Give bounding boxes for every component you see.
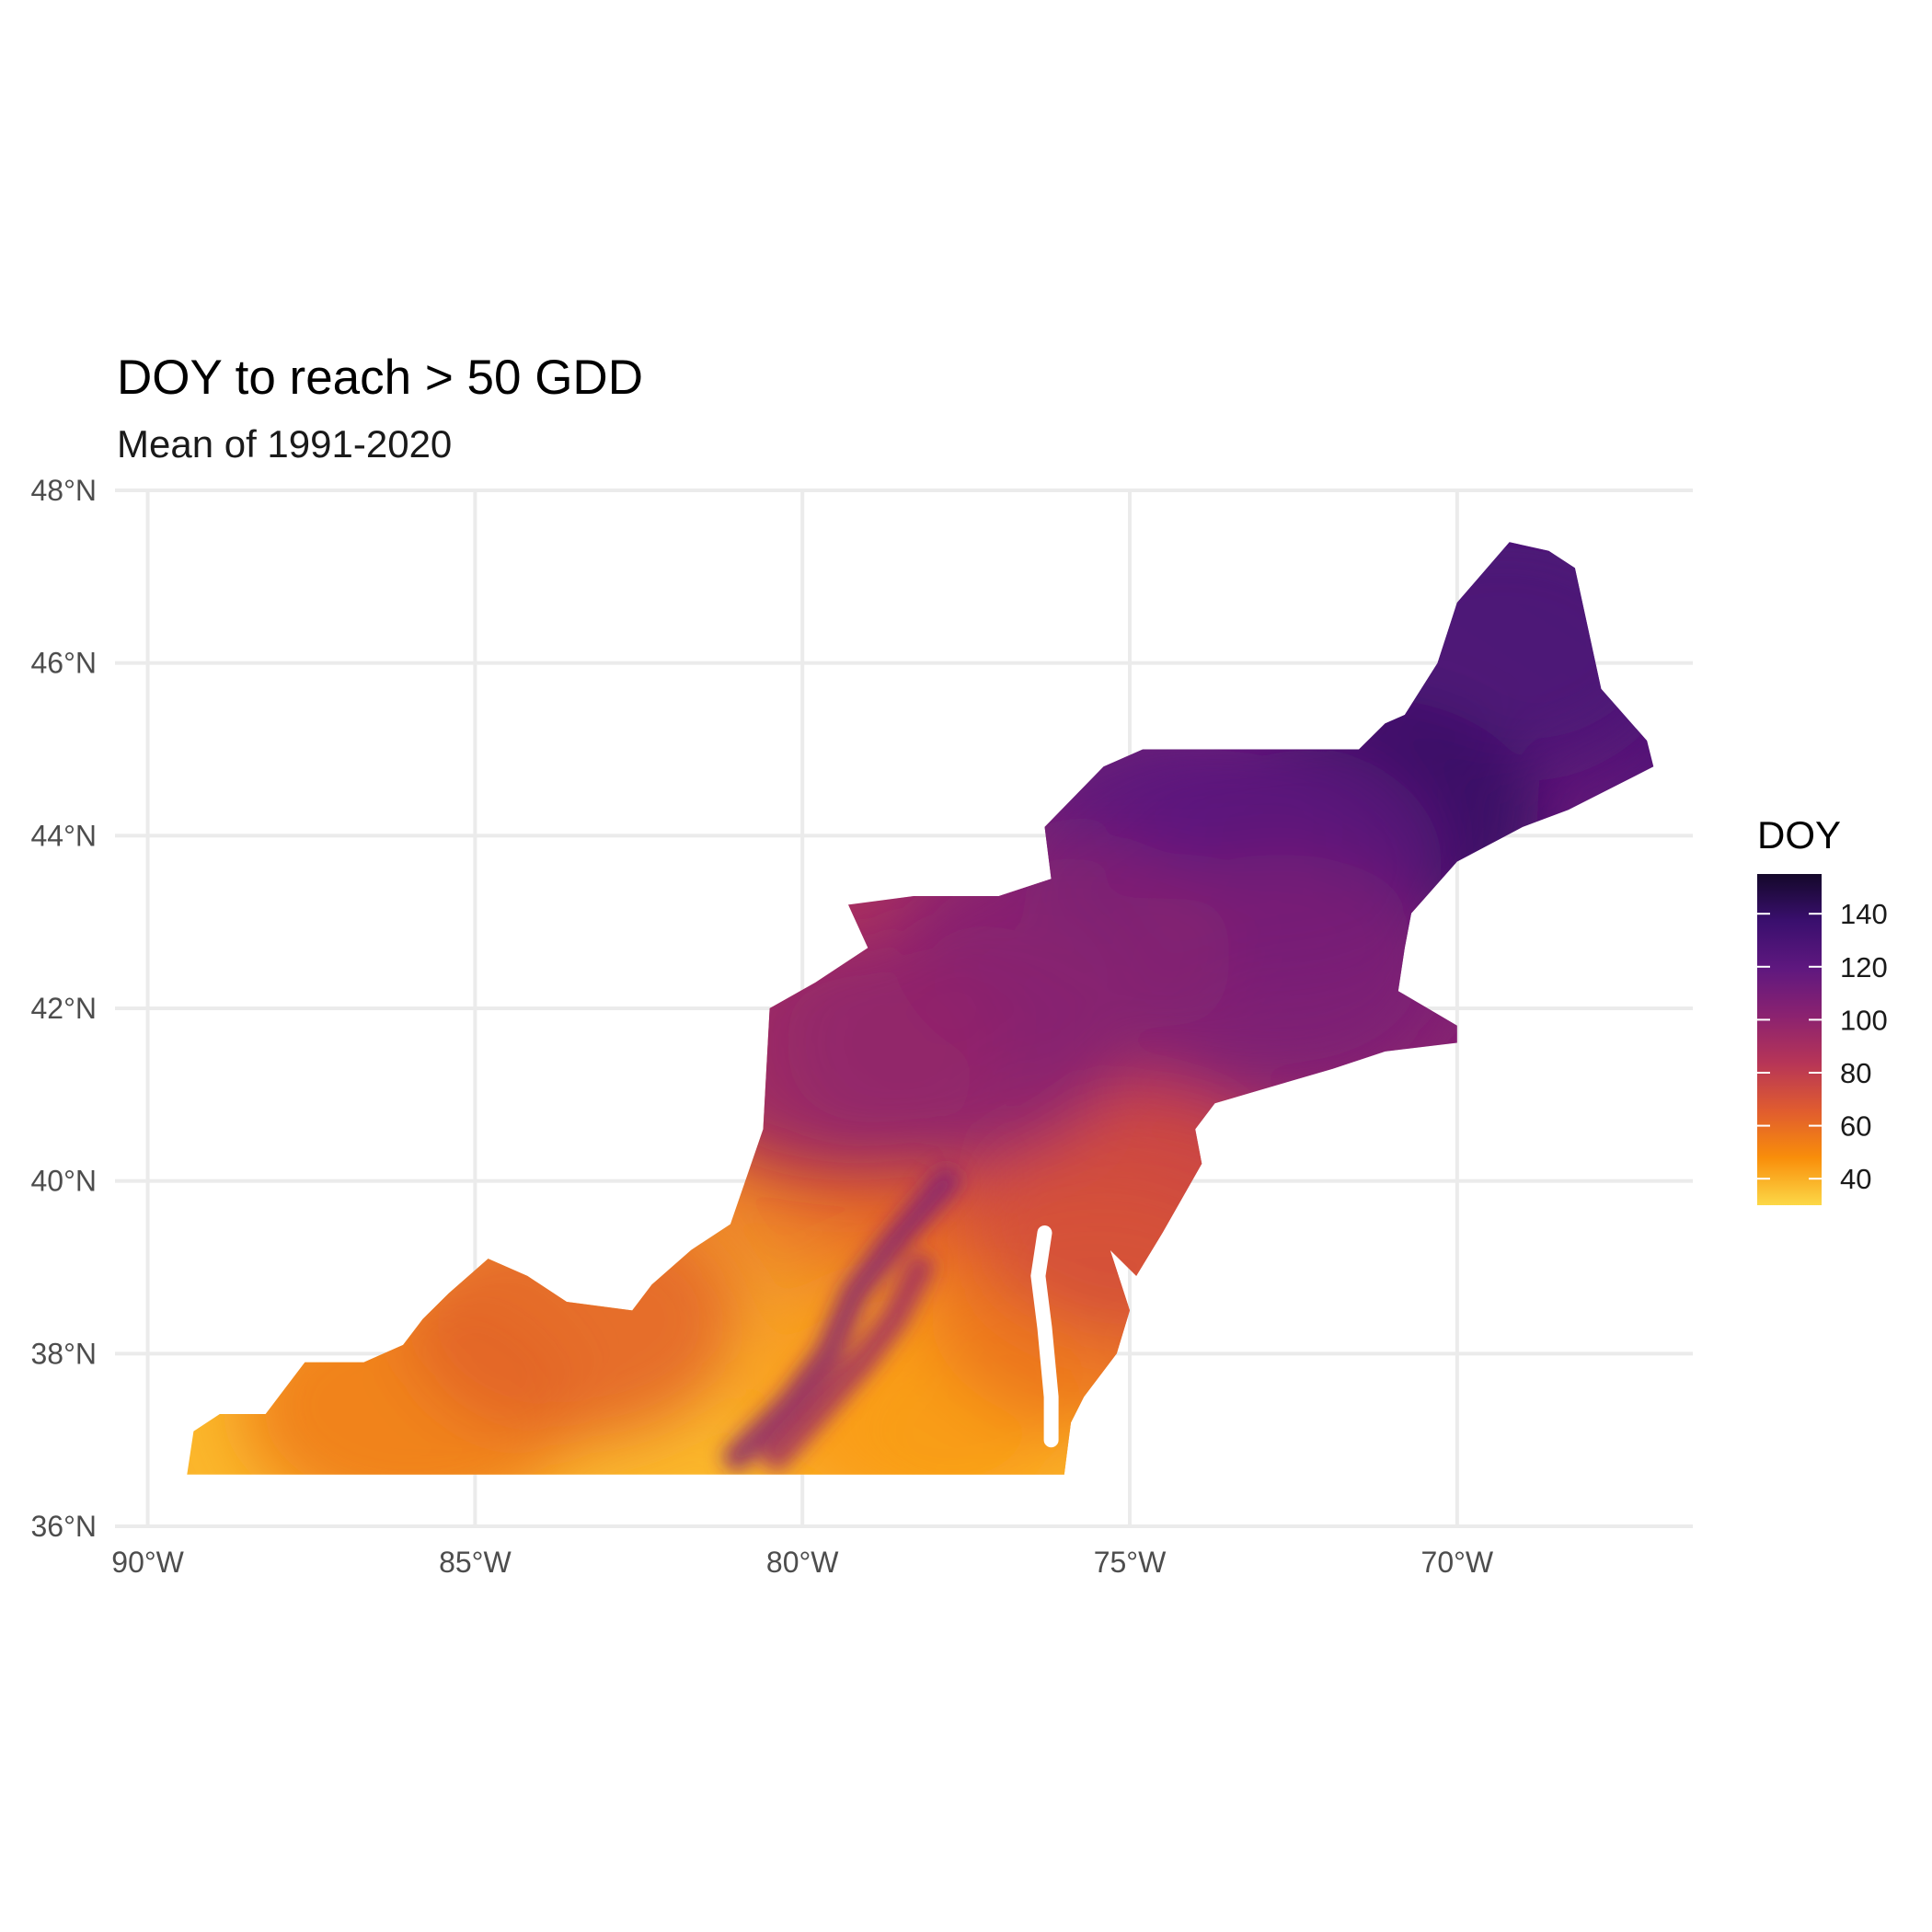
legend-tick-label: 80 [1840, 1057, 1871, 1089]
x-tick-label: 85°W [439, 1546, 512, 1579]
legend-tick-label: 120 [1840, 951, 1888, 983]
highland-ridge [762, 1253, 935, 1471]
chart-subtitle: Mean of 1991-2020 [117, 422, 452, 466]
legend-ticks: 40 60 80 100 120 140 [1757, 898, 1888, 1195]
x-tick-label: 90°W [111, 1546, 184, 1579]
heatmap-area [406, 1199, 742, 1439]
y-tick-label: 38°N [31, 1337, 98, 1370]
y-tick-label: 40°N [31, 1165, 98, 1198]
x-tick-label: 70°W [1421, 1546, 1494, 1579]
axis-tick-labels: 90°W 85°W 80°W 75°W 70°W 36°N 38°N 40°N 42°N 44°N… [31, 474, 1494, 1579]
highland-ridges [723, 1167, 960, 1471]
chart-title: DOY to reach > 50 GDD [117, 351, 643, 405]
water-feature [1030, 1225, 1059, 1448]
y-tick-label: 42°N [31, 992, 98, 1025]
legend-title: DOY [1757, 813, 1841, 857]
y-tick-label: 48°N [31, 474, 98, 507]
highland-ridge [723, 1167, 960, 1471]
heatmap-area [667, 931, 1003, 1171]
y-tick-label: 44°N [31, 819, 98, 852]
x-tick-label: 75°W [1094, 1546, 1167, 1579]
legend-tick-label: 40 [1840, 1163, 1871, 1195]
legend-tick-label: 100 [1840, 1004, 1888, 1036]
legend-tick-label: 60 [1840, 1110, 1871, 1143]
legend-colorbar [1757, 874, 1822, 1205]
y-tick-label: 36°N [31, 1510, 98, 1543]
legend-tick-label: 140 [1840, 898, 1888, 930]
legend: DOY 40 60 80 100 120 140 [1757, 813, 1888, 1205]
x-tick-label: 80°W [766, 1546, 839, 1579]
y-tick-label: 46°N [31, 647, 98, 680]
